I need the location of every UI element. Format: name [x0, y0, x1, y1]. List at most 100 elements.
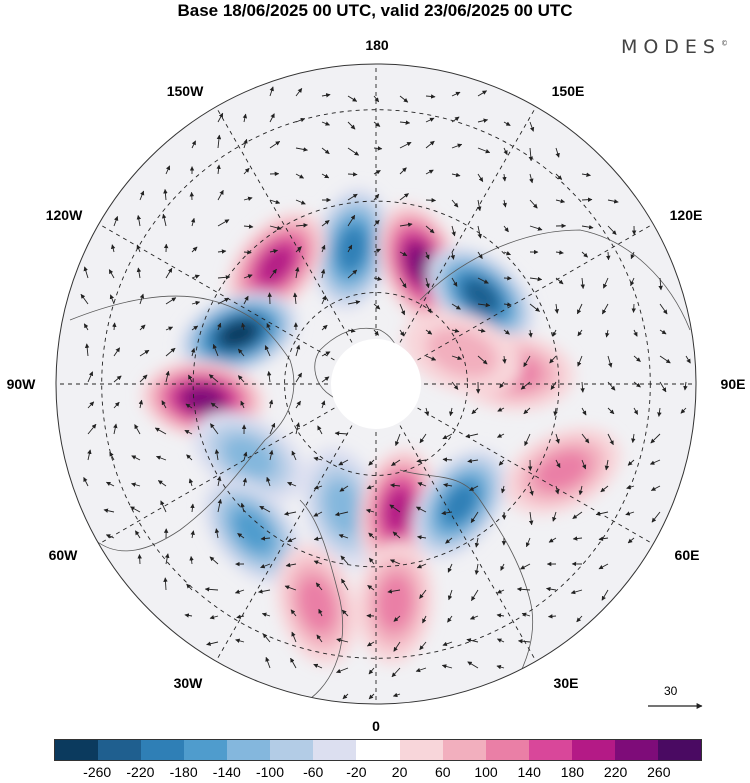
wind-vector: [555, 277, 564, 285]
copyright-mark: ©: [721, 39, 728, 48]
wind-vector: [393, 641, 401, 652]
modes-logo: MODES©: [621, 36, 728, 58]
wind-vector: [139, 324, 146, 331]
wind-vector: [391, 667, 401, 678]
wind-vector: [422, 615, 427, 624]
anomaly-contour: [377, 573, 414, 632]
wind-vector: [447, 563, 453, 573]
wind-vector: [315, 582, 323, 591]
wind-vector: [138, 399, 144, 409]
wind-vector: [603, 277, 609, 289]
wind-vector: [216, 476, 222, 487]
wind-vector: [630, 251, 635, 260]
wind-vector: [321, 351, 331, 357]
wind-vector: [287, 481, 297, 487]
wind-vector: [501, 485, 506, 494]
wind-vector: [295, 117, 306, 123]
wind-vector: [443, 482, 453, 488]
wind-vector: [165, 553, 170, 565]
colorbar-segment: [528, 740, 572, 760]
wind-vector: [500, 563, 505, 571]
wind-vector: [321, 121, 330, 126]
wind-vector: [373, 329, 379, 336]
wind-vector: [212, 343, 219, 357]
wind-vector: [520, 381, 531, 390]
wind-vector: [529, 199, 538, 209]
wind-vector: [190, 503, 195, 513]
wind-vector: [137, 554, 142, 565]
wind-vector: [373, 193, 380, 201]
wind-vector: [135, 530, 141, 539]
wind-vector: [313, 663, 323, 669]
wind-vector: [447, 615, 453, 623]
wind-vector: [240, 400, 245, 409]
colorbar-tick-label: -20: [346, 764, 367, 780]
colorbar-tick-label: 220: [603, 764, 628, 780]
wind-vector: [528, 511, 534, 526]
wind-vector: [242, 113, 248, 123]
wind-vector: [186, 583, 193, 591]
wind-vector: [269, 268, 277, 279]
wind-vector: [502, 173, 507, 182]
wind-vector: [552, 329, 557, 337]
wind-vector: [525, 537, 531, 548]
wind-vector: [103, 508, 115, 513]
wind-vector: [295, 344, 301, 357]
wind-vector: [347, 147, 360, 156]
wind-vector: [399, 277, 407, 289]
wind-vector: [165, 267, 173, 279]
wind-vector: [368, 667, 375, 675]
wind-vector: [633, 407, 639, 415]
wind-vector: [208, 374, 219, 383]
wind-vector: [524, 433, 531, 447]
wind-vector: [442, 433, 453, 440]
colorbar-ticks: -260 -220 -180 -140 -100 -60 -20 20 60 100 140 180 2…: [54, 764, 702, 782]
wind-vector: [389, 504, 401, 513]
wind-vector: [555, 173, 563, 180]
meridian-line: [375, 223, 654, 385]
wind-vector: [83, 266, 89, 279]
wind-vector: [680, 407, 687, 414]
wind-vector: [216, 164, 221, 175]
colorbar-tick-label: 60: [435, 764, 451, 780]
wind-vector: [347, 121, 356, 130]
wind-vector: [607, 381, 616, 391]
wind-vector: [295, 422, 301, 435]
wind-vector: [237, 375, 245, 383]
wind-vector: [209, 615, 219, 620]
wind-vector: [529, 276, 543, 282]
wind-vector: [269, 225, 282, 231]
anomaly-contour: [426, 327, 498, 378]
wind-vector: [469, 485, 479, 491]
wind-vector: [555, 250, 564, 255]
wind-vector: [550, 381, 557, 390]
colorbar-segment: [657, 740, 701, 760]
meridian-line: [215, 383, 377, 662]
wind-vector: [373, 219, 380, 227]
wind-vector: [555, 433, 560, 444]
wind-vector: [529, 485, 534, 496]
wind-vector: [339, 485, 349, 492]
wind-vector: [399, 141, 412, 149]
wind-vector: [108, 269, 115, 279]
wind-vector: [269, 248, 279, 254]
wind-vector: [496, 638, 505, 643]
lon-label-180: 180: [365, 37, 389, 53]
wind-vector: [474, 537, 480, 548]
wind-vector: [269, 86, 274, 97]
wind-vector: [217, 498, 223, 513]
wind-vector: [548, 537, 557, 543]
wind-vector: [416, 506, 427, 513]
wind-vector: [605, 329, 610, 338]
colorbar-tick-label: -140: [212, 764, 241, 780]
wind-vector: [631, 433, 636, 443]
wind-vector: [425, 355, 437, 361]
wind-vector: [417, 535, 427, 540]
wind-vector: [572, 511, 583, 520]
wind-vector: [546, 586, 557, 592]
wind-vector: [321, 93, 331, 98]
wind-vector: [390, 483, 401, 488]
lon-label-150e: 150E: [551, 83, 585, 99]
wind-vector: [242, 477, 248, 487]
